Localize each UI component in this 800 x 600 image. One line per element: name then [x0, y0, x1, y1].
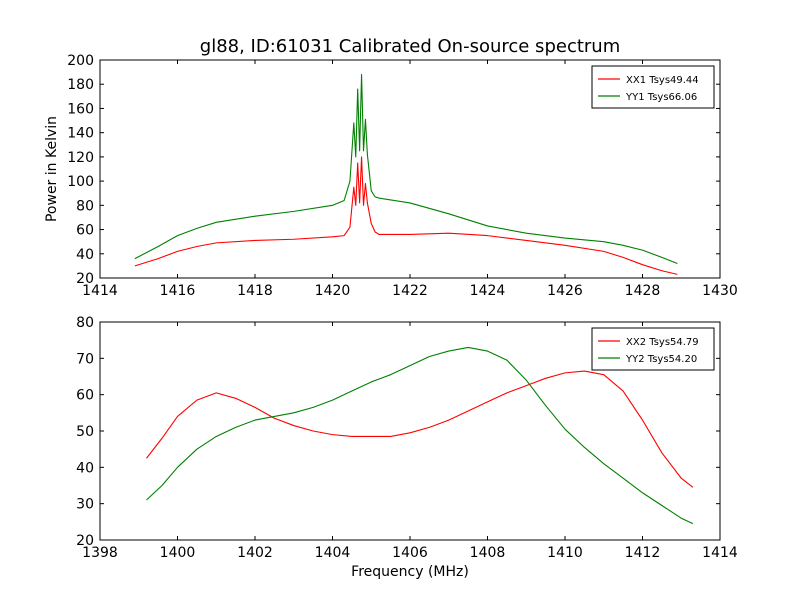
x-tick-label: 1426 — [547, 283, 583, 299]
series-line-1-2 — [134, 73, 678, 264]
y-axis-label: Power in Kelvin — [44, 116, 60, 222]
x-tick-label: 1402 — [237, 545, 273, 561]
x-tick-label: 1406 — [392, 545, 428, 561]
y-tick-label: 40 — [76, 460, 94, 476]
legend-box — [591, 65, 715, 109]
chart-title: gl88, ID:61031 Calibrated On-source spec… — [200, 36, 620, 57]
y-tick-label: 100 — [67, 174, 94, 190]
y-tick-label: 160 — [67, 101, 94, 117]
x-tick-label: 1414 — [82, 283, 118, 299]
y-tick-label: 180 — [67, 77, 94, 93]
x-tick-label: 1422 — [392, 283, 428, 299]
x-tick-label: 1428 — [625, 283, 661, 299]
x-tick-label: 1418 — [237, 283, 273, 299]
x-tick-label: 1408 — [470, 545, 506, 561]
y-tick-label: 80 — [76, 198, 94, 214]
x-tick-label: 1410 — [547, 545, 583, 561]
x-tick-label: 1420 — [315, 283, 351, 299]
x-tick-label: 1398 — [82, 545, 118, 561]
y-tick-label: 40 — [76, 247, 94, 263]
x-tick-label: 1416 — [160, 283, 196, 299]
y-tick-label: 120 — [67, 150, 94, 166]
legend-label: XX1 Tsys49.44 — [626, 75, 699, 86]
x-tick-label: 1424 — [470, 283, 506, 299]
x-tick-label: 1430 — [702, 283, 738, 299]
y-tick-label: 70 — [76, 351, 94, 367]
x-axis-label: Frequency (MHz) — [351, 564, 469, 580]
y-tick-label: 50 — [76, 424, 94, 440]
legend-label: YY1 Tsys66.06 — [625, 92, 697, 103]
y-tick-label: 200 — [67, 53, 94, 69]
legend-label: YY2 Tsys54.20 — [625, 354, 697, 365]
y-tick-label: 20 — [76, 271, 94, 287]
x-tick-label: 1412 — [625, 545, 661, 561]
legend-box — [591, 327, 715, 371]
y-tick-label: 140 — [67, 126, 94, 142]
series-line-1-1 — [134, 156, 678, 275]
series-line-2-2 — [146, 346, 694, 525]
y-tick-label: 60 — [76, 388, 94, 404]
x-tick-label: 1400 — [160, 545, 196, 561]
y-tick-label: 60 — [76, 223, 94, 239]
series-line-2-1 — [146, 370, 694, 488]
y-tick-label: 80 — [76, 315, 94, 331]
x-tick-label: 1404 — [315, 545, 351, 561]
y-tick-label: 20 — [76, 533, 94, 549]
legend-label: XX2 Tsys54.79 — [626, 337, 699, 348]
y-tick-label: 30 — [76, 497, 94, 513]
x-tick-label: 1414 — [702, 545, 738, 561]
